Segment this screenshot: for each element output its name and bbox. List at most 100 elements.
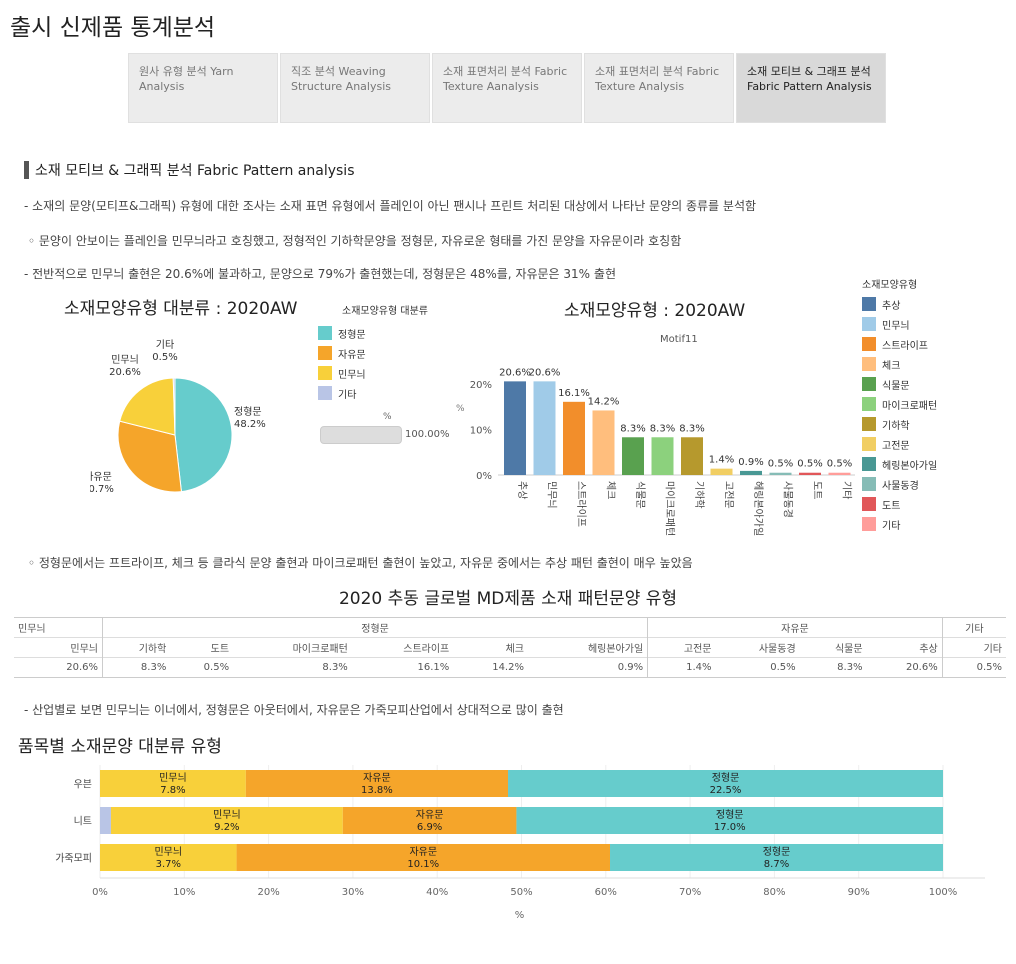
table-column-header: 고전문: [647, 637, 716, 658]
pie-legend-item[interactable]: 민무늬: [318, 363, 428, 383]
bar-민무늬[interactable]: [533, 381, 556, 475]
bar-y-axis-mark: %: [456, 404, 465, 414]
table-column-header: 마이크로패턴: [233, 637, 352, 658]
segment-name: 정형문: [716, 809, 744, 821]
bar-legend-item[interactable]: 기타: [862, 514, 937, 534]
table-cell: 0.5%: [942, 657, 1006, 678]
tab-texture-analysis-1[interactable]: 소재 표면처리 분석 Fabric Texture Aanalysis: [432, 53, 582, 123]
table-cell: 1.4%: [647, 657, 716, 678]
bar-체크[interactable]: [592, 410, 615, 475]
segment-name: 민무늬: [213, 809, 241, 821]
legend-label: 식물문: [882, 380, 910, 392]
table-column-row: 민무늬 기하학 도트 마이크로패턴 스트라이프 체크 헤링본아가일 고전문 사물동경 식물문 추상 기…: [14, 637, 1006, 658]
table-title: 2020 추동 글로벌 MD제품 소재 패턴문양 유형: [338, 589, 678, 609]
section-heading-text: 소재 모티브 & 그래픽 분석 Fabric Pattern analysis: [35, 163, 355, 179]
segment-민무늬[interactable]: [100, 844, 237, 871]
x-tick-label: 80%: [763, 887, 785, 898]
table-column-header: 민무늬: [14, 637, 103, 658]
bar-마이크로패턴[interactable]: [651, 437, 674, 475]
legend-label: 민무늬: [338, 369, 366, 381]
pie-slice-자유문[interactable]: [117, 420, 182, 493]
bar-스트라이프[interactable]: [563, 401, 585, 475]
pie-slice-민무늬[interactable]: [119, 377, 176, 436]
bar-legend-item[interactable]: 고전문: [862, 434, 937, 454]
legend-swatch: [862, 517, 876, 531]
segment-민무늬[interactable]: [110, 807, 343, 834]
bar-legend-item[interactable]: 사물동경: [862, 474, 937, 494]
bar-legend-item[interactable]: 추상: [862, 294, 937, 314]
bar-기타[interactable]: [828, 472, 851, 475]
bar-고전문[interactable]: [710, 468, 733, 475]
bar-legend-item[interactable]: 체크: [862, 354, 937, 374]
bar-헤링본아가일[interactable]: [740, 470, 762, 475]
bar-chart-title: 소재모양유형 : 2020AW: [564, 301, 746, 321]
bar-사물동경[interactable]: [769, 472, 792, 475]
bar-legend-item[interactable]: 마이크로패턴: [862, 394, 937, 414]
bar-legend-item[interactable]: 기하학: [862, 414, 937, 434]
pie-slice-name: 기타: [156, 339, 174, 351]
analysis-tabs: 원사 유형 분석 Yarn Analysis 직조 분석 Weaving Str…: [128, 53, 888, 125]
legend-swatch: [318, 346, 332, 360]
bar-legend-item[interactable]: 스트라이프: [862, 334, 937, 354]
segment-기타[interactable]: [100, 807, 111, 834]
table-group-header: 자유문: [647, 617, 943, 638]
x-tick-label: 고전문: [723, 481, 735, 509]
bar-기하학[interactable]: [681, 437, 703, 475]
y-tick-label: 0%: [476, 471, 492, 482]
legend-label: 사물동경: [882, 480, 919, 492]
mini-bar-value: 100.00%: [405, 429, 450, 440]
segment-정형문[interactable]: [516, 807, 943, 834]
x-tick-label: 기타: [841, 481, 853, 499]
segment-value: 22.5%: [710, 785, 742, 796]
bar-식물문[interactable]: [622, 437, 644, 475]
segment-자유문[interactable]: [236, 844, 611, 871]
bar-legend-item[interactable]: 도트: [862, 494, 937, 514]
segment-정형문[interactable]: [610, 844, 943, 871]
bar-value-label: 20.6%: [499, 367, 531, 378]
segment-자유문[interactable]: [245, 770, 509, 797]
tab-weaving-analysis[interactable]: 직조 분석 Weaving Structure Analysis: [280, 53, 430, 123]
legend-swatch: [862, 337, 876, 351]
table-column-header: 도트: [170, 637, 234, 658]
pie-legend-item[interactable]: 자유문: [318, 343, 428, 363]
table-column-header: 헤링본아가일: [527, 637, 649, 658]
pie-slice-value: 20.6%: [109, 367, 141, 378]
table-cell: 20.6%: [14, 657, 103, 678]
pie-slice-정형문[interactable]: [174, 377, 233, 493]
tab-yarn-analysis[interactable]: 원사 유형 분석 Yarn Analysis: [128, 53, 278, 123]
segment-자유문[interactable]: [342, 807, 517, 834]
paragraph-4: ◦ 정형문에서는 프트라이프, 체크 등 클라식 문양 출현과 마이크로패턴 출…: [28, 556, 693, 570]
tab-pattern-analysis[interactable]: 소재 모티브 & 그래프 분석 Fabric Pattern Analysis: [736, 53, 886, 123]
x-tick-label: 10%: [173, 887, 195, 898]
x-tick-label: 90%: [848, 887, 870, 898]
bar-추상[interactable]: [504, 381, 526, 475]
segment-name: 자유문: [409, 846, 437, 858]
segment-정형문[interactable]: [508, 770, 943, 797]
table-cell: 8.3%: [102, 657, 171, 678]
pie-legend-item[interactable]: 기타: [318, 383, 428, 403]
heading-marker: [24, 161, 29, 179]
segment-민무늬[interactable]: [100, 770, 246, 797]
segment-name: 민무늬: [154, 846, 182, 858]
bar-value-label: 0.5%: [827, 459, 852, 470]
bar-value-label: 8.3%: [650, 423, 675, 434]
tab-texture-analysis-2[interactable]: 소재 표면처리 분석 Fabric Texture Analysis: [584, 53, 734, 123]
bar-value-label: 8.3%: [679, 423, 704, 434]
row-label: 가죽모피: [55, 853, 92, 865]
legend-label: 기타: [338, 389, 357, 401]
motif-bar-chart: 20% 10% 0% 20.6% 추상 20.6% 민무늬 16.1% 스트라이프 14.2% 체크…: [470, 367, 855, 536]
table-cell: 0.9%: [527, 657, 649, 678]
bar-도트[interactable]: [799, 472, 821, 475]
pie-slice-기타[interactable]: [172, 377, 176, 436]
bar-legend-item[interactable]: 식물문: [862, 374, 937, 394]
pie-slice-name: 자유문: [90, 471, 112, 483]
table-group-header: 기타: [965, 624, 984, 635]
bar-legend-item[interactable]: 민무늬: [862, 314, 937, 334]
pie-legend-item[interactable]: 정형문: [318, 323, 428, 343]
pie-slice-name: 정형문: [234, 406, 262, 418]
legend-label: 도트: [882, 500, 901, 512]
bar-legend-item[interactable]: 헤링본아가일: [862, 454, 937, 474]
mini-bar: [320, 426, 402, 444]
pie-chart-title: 소재모양유형 대분류 : 2020AW: [64, 299, 298, 319]
bar-value-label: 20.6%: [529, 367, 561, 378]
